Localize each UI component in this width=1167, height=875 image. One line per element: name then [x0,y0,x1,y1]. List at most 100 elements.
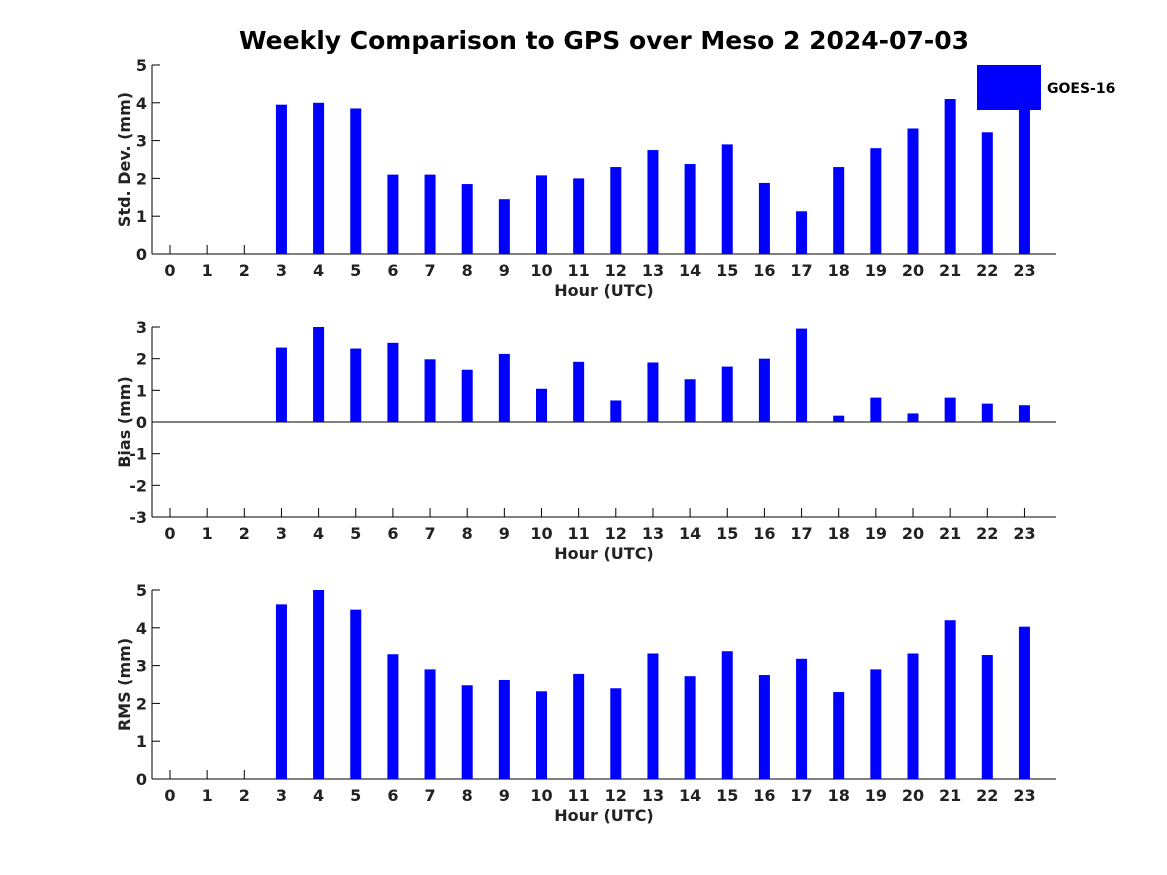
x-tick-label: 17 [790,786,812,805]
bar [684,676,696,779]
x-tick-label: 11 [568,261,590,280]
bar [275,104,287,254]
bar [387,174,399,254]
bar [387,342,399,422]
x-tick-label: 9 [499,524,510,543]
x-tick-label: 14 [679,524,701,543]
x-tick-label: 21 [939,786,961,805]
x-tick-label: 16 [753,786,775,805]
x-tick-label: 6 [387,261,398,280]
y-tick-label: 2 [136,350,147,369]
bar [833,692,845,779]
bar [536,175,547,254]
bar [1018,108,1030,254]
y-tick-label: 0 [136,245,147,264]
x-tick-label: 23 [1013,261,1035,280]
bar [1018,405,1030,422]
y-axis-label: Bias (mm) [115,376,134,468]
x-tick-label: 13 [642,786,664,805]
bar [647,362,659,422]
x-tick-label: 5 [350,524,361,543]
x-tick-label: 18 [828,261,850,280]
x-axis-label: Hour (UTC) [554,806,654,825]
x-tick-label: 4 [313,786,324,805]
bar [573,673,585,779]
x-tick-label: 2 [239,524,250,543]
x-tick-label: 14 [679,786,701,805]
x-tick-label: 13 [642,261,664,280]
bar [944,397,956,422]
bar [870,148,882,254]
bar [350,609,362,779]
y-axis-label: Std. Dev. (mm) [115,92,134,227]
bar [610,400,622,422]
bar [424,359,436,422]
x-tick-label: 21 [939,261,961,280]
x-tick-label: 18 [828,786,850,805]
x-tick-label: 3 [276,261,287,280]
x-axis-label: Hour (UTC) [554,281,654,300]
x-tick-label: 9 [499,261,510,280]
x-tick-label: 0 [164,786,175,805]
bar [907,128,919,254]
bar [536,388,547,422]
y-tick-label: -3 [129,508,147,527]
x-tick-label: 1 [202,261,213,280]
bar [313,327,325,422]
bar [833,167,845,254]
x-tick-label: 21 [939,524,961,543]
x-tick-label: 20 [902,524,924,543]
bar [313,102,325,254]
y-tick-label: 1 [136,381,147,400]
bar [498,199,510,254]
x-tick-label: 6 [387,524,398,543]
y-tick-label: 0 [136,770,147,789]
x-tick-label: 0 [164,261,175,280]
x-tick-label: 7 [424,524,435,543]
bar [758,358,770,422]
x-tick-label: 1 [202,786,213,805]
bar [610,688,622,779]
x-tick-label: 15 [716,261,738,280]
y-tick-label: 2 [136,169,147,188]
bar [350,348,362,422]
x-tick-label: 10 [530,524,552,543]
bar [833,415,845,422]
bar [1018,626,1030,779]
bar [313,590,325,779]
x-tick-label: 8 [462,524,473,543]
x-tick-label: 2 [239,786,250,805]
bar [350,108,362,254]
x-tick-label: 20 [902,786,924,805]
x-tick-label: 16 [753,524,775,543]
bar [721,366,733,422]
y-tick-label: 5 [136,581,147,600]
bar [647,150,659,254]
x-tick-label: 22 [976,261,998,280]
bar [870,397,882,422]
legend: GOES-16 [977,65,1115,110]
x-tick-label: 19 [865,524,887,543]
x-tick-label: 19 [865,261,887,280]
y-tick-label: -2 [129,476,147,495]
x-tick-label: 22 [976,786,998,805]
x-tick-label: 17 [790,524,812,543]
x-tick-label: 8 [462,786,473,805]
y-tick-label: 3 [136,657,147,676]
bar [721,651,733,779]
bar [870,669,882,779]
bar [498,679,510,779]
bar [461,369,473,422]
x-tick-label: 5 [350,786,361,805]
x-tick-label: 20 [902,261,924,280]
bar [275,347,287,422]
bar [461,685,473,779]
legend-label: GOES-16 [1047,81,1115,97]
x-tick-label: 7 [424,261,435,280]
x-tick-label: 16 [753,261,775,280]
x-tick-label: 4 [313,261,324,280]
x-tick-label: 3 [276,524,287,543]
x-tick-label: 15 [716,786,738,805]
